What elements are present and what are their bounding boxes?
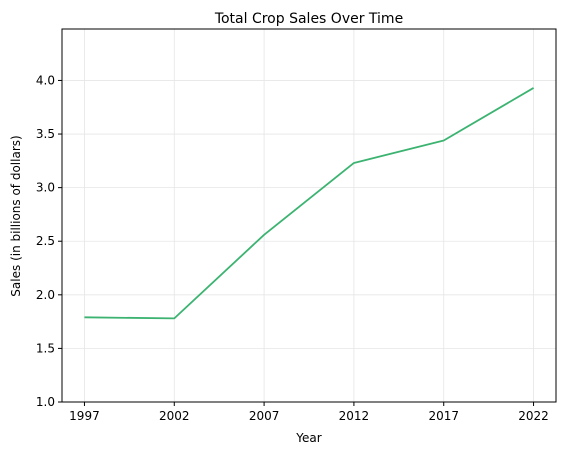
x-axis-ticks: 1997 2002 2007 2012 2017 2022 xyxy=(69,402,549,423)
y-tick-label: 1.5 xyxy=(36,341,55,355)
y-axis-ticks: 1.0 1.5 2.0 2.5 3.0 3.5 4.0 xyxy=(36,73,62,409)
y-tick-label: 3.5 xyxy=(36,127,55,141)
chart-title: Total Crop Sales Over Time xyxy=(214,11,403,27)
plot-area-frame xyxy=(61,28,557,403)
x-tick-label: 2007 xyxy=(249,409,280,423)
series-group xyxy=(84,87,535,320)
x-tick-label: 2002 xyxy=(159,409,190,423)
x-tick-label: 2012 xyxy=(339,409,370,423)
y-tick-label: 2.5 xyxy=(36,234,55,248)
series-line xyxy=(84,87,535,320)
x-axis-label: Year xyxy=(295,431,321,445)
y-tick-label: 2.0 xyxy=(36,288,55,302)
y-tick-label: 1.0 xyxy=(36,395,55,409)
y-tick-label: 4.0 xyxy=(36,73,55,87)
x-tick-label: 1997 xyxy=(69,409,100,423)
x-tick-label: 2017 xyxy=(428,409,459,423)
y-axis-label: Sales (in billions of dollars) xyxy=(9,135,23,296)
y-tick-label: 3.0 xyxy=(36,181,55,195)
grid-lines xyxy=(62,29,556,403)
x-tick-label: 2022 xyxy=(518,409,549,423)
